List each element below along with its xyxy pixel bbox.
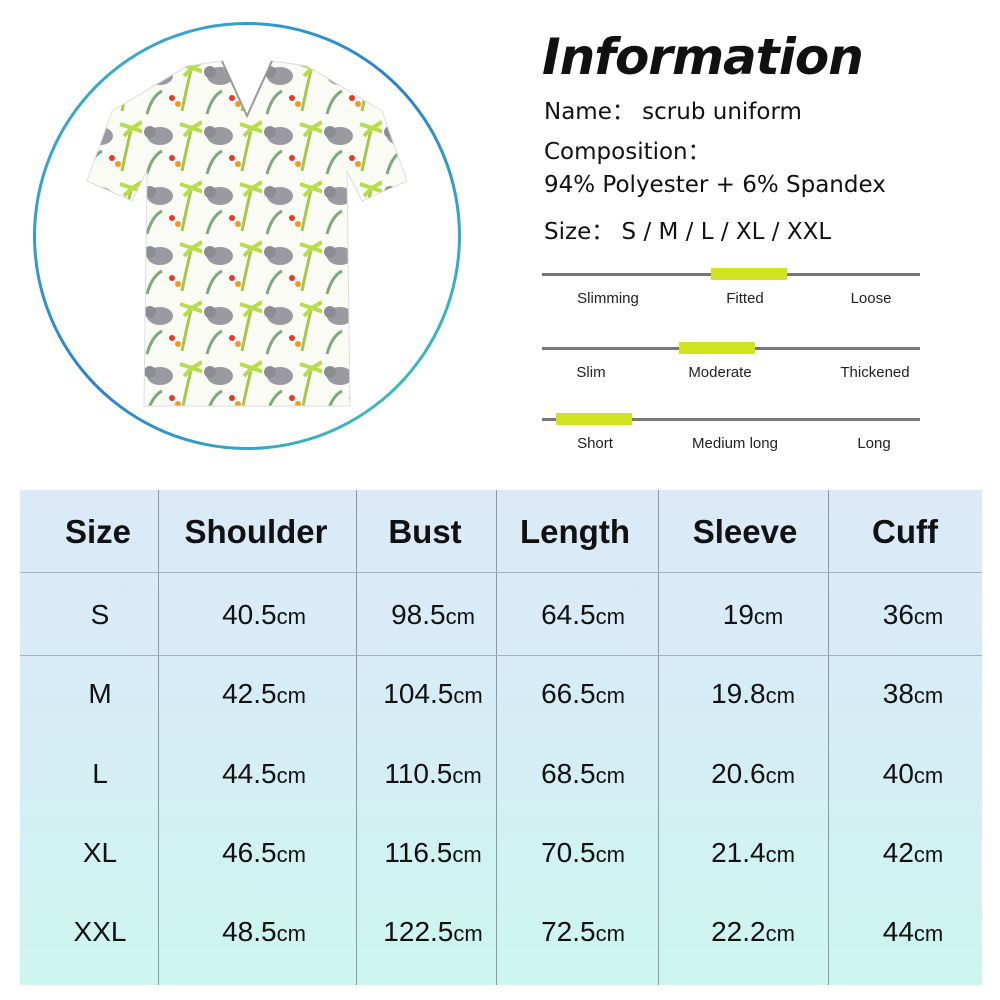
scale-label: Moderate bbox=[688, 364, 752, 381]
measurement-cell: 42cm bbox=[882, 837, 944, 868]
measurement-cell: 40.5cm bbox=[222, 599, 306, 630]
unit-label: cm bbox=[595, 604, 625, 629]
measurement-cell: 36cm bbox=[882, 599, 944, 630]
measurement-cell: 104.5cm bbox=[383, 678, 483, 709]
unit-label: cm bbox=[913, 604, 944, 629]
unit-label: cm bbox=[276, 842, 306, 867]
column-header: Sleeve bbox=[692, 513, 798, 550]
size-cell: M bbox=[88, 678, 112, 709]
size-value: S / M / L / XL / XXL bbox=[621, 219, 832, 245]
size-cell: S bbox=[90, 599, 110, 630]
column-header: Shoulder bbox=[184, 513, 328, 550]
size-cell: L bbox=[92, 758, 108, 789]
measurement-cell: 46.5cm bbox=[222, 837, 306, 868]
size-table: Size Shoulder Bust Length Sleeve Cuff S 40.5cm 9… bbox=[20, 490, 982, 985]
measurement-cell: 64.5cm bbox=[541, 599, 625, 630]
scale-label: Thickened bbox=[840, 364, 910, 381]
measurement-cell: 40cm bbox=[882, 758, 944, 789]
unit-label: cm bbox=[276, 763, 306, 788]
composition-value: 94% Polyester + 6% Spandex bbox=[544, 172, 886, 198]
row-divider bbox=[20, 655, 982, 656]
info-title: Information bbox=[542, 28, 864, 86]
measurement-cell: 20.6cm bbox=[711, 758, 795, 789]
fit-scale bbox=[542, 268, 920, 280]
unit-label: cm bbox=[276, 921, 306, 946]
unit-label: cm bbox=[765, 921, 795, 946]
unit-label: cm bbox=[595, 683, 625, 708]
name-label: Name： bbox=[544, 99, 635, 125]
unit-label: cm bbox=[765, 842, 795, 867]
measurement-cell: 19.8cm bbox=[711, 678, 795, 709]
measurement-cell: 68.5cm bbox=[541, 758, 625, 789]
measurement-cell: 44cm bbox=[882, 916, 944, 947]
measurement-cell: 66.5cm bbox=[541, 678, 625, 709]
column-header: Size bbox=[64, 513, 132, 550]
length-scale-indicator bbox=[556, 413, 632, 425]
unit-label: cm bbox=[765, 763, 795, 788]
column-header: Length bbox=[520, 513, 630, 550]
unit-label: cm bbox=[595, 763, 625, 788]
measurement-cell: 19cm bbox=[722, 599, 784, 630]
fit-scale-indicator bbox=[711, 268, 787, 280]
unit-label: cm bbox=[913, 842, 944, 867]
name-value: scrub uniform bbox=[642, 99, 802, 125]
measurement-cell: 48.5cm bbox=[222, 916, 306, 947]
scale-label: Slimming bbox=[577, 290, 639, 307]
column-divider bbox=[158, 490, 159, 985]
measurement-cell: 42.5cm bbox=[222, 678, 306, 709]
unit-label: cm bbox=[276, 683, 306, 708]
size-line: Size： S / M / L / XL / XXL bbox=[544, 212, 831, 246]
length-scale bbox=[542, 413, 920, 425]
measurement-cell: 21.4cm bbox=[711, 837, 795, 868]
scale-label: Medium long bbox=[692, 435, 778, 452]
measurement-cell: 44.5cm bbox=[222, 758, 306, 789]
column-divider bbox=[496, 490, 497, 985]
scale-label: Long bbox=[857, 435, 891, 452]
measurement-cell: 38cm bbox=[882, 678, 944, 709]
unit-label: cm bbox=[595, 842, 625, 867]
unit-label: cm bbox=[913, 921, 944, 946]
unit-label: cm bbox=[765, 683, 795, 708]
scale-label: Short bbox=[577, 435, 613, 452]
size-cell: XXL bbox=[73, 916, 127, 947]
unit-label: cm bbox=[276, 604, 306, 629]
measurement-cell: 122.5cm bbox=[383, 916, 483, 947]
name-line: Name： scrub uniform bbox=[544, 92, 802, 126]
unit-label: cm bbox=[595, 921, 625, 946]
unit-label: cm bbox=[913, 683, 944, 708]
unit-label: cm bbox=[913, 763, 944, 788]
unit-label: cm bbox=[452, 842, 482, 867]
scale-label: Slim bbox=[576, 364, 606, 381]
measurement-cell: 110.5cm bbox=[384, 758, 482, 789]
column-divider bbox=[658, 490, 659, 985]
composition-label: Composition： bbox=[544, 139, 711, 165]
unit-label: cm bbox=[453, 921, 483, 946]
product-image-frame bbox=[33, 22, 461, 450]
measurement-cell: 22.2cm bbox=[711, 916, 795, 947]
measurement-cell: 98.5cm bbox=[391, 599, 475, 630]
measurement-cell: 70.5cm bbox=[541, 837, 625, 868]
scale-label: Fitted bbox=[726, 290, 764, 307]
size-cell: XL bbox=[82, 837, 118, 868]
column-divider bbox=[828, 490, 829, 985]
unit-label: cm bbox=[445, 604, 475, 629]
size-label: Size： bbox=[544, 219, 615, 245]
thickness-scale bbox=[542, 342, 920, 354]
unit-label: cm bbox=[453, 683, 483, 708]
row-divider bbox=[20, 572, 982, 573]
unit-label: cm bbox=[753, 604, 784, 629]
scrub-top-image bbox=[86, 60, 408, 407]
column-header: Cuff bbox=[872, 513, 938, 550]
measurement-cell: 72.5cm bbox=[541, 916, 625, 947]
scale-label: Loose bbox=[850, 290, 892, 307]
unit-label: cm bbox=[452, 763, 482, 788]
measurement-cell: 116.5cm bbox=[384, 837, 482, 868]
column-divider bbox=[356, 490, 357, 985]
column-header: Bust bbox=[388, 513, 462, 550]
thickness-scale-indicator bbox=[679, 342, 755, 354]
